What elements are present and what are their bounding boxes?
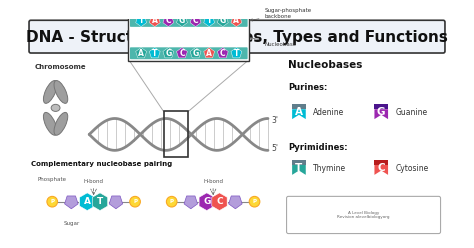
Text: Purines:: Purines:: [288, 83, 328, 92]
Circle shape: [130, 196, 140, 207]
Text: H-bond: H-bond: [203, 179, 223, 184]
FancyBboxPatch shape: [130, 47, 247, 59]
Text: Sugar: Sugar: [63, 221, 80, 226]
Text: A: A: [234, 16, 239, 25]
Text: Sugar-phosphate
backbone: Sugar-phosphate backbone: [250, 8, 311, 21]
Text: T: T: [138, 16, 144, 25]
Text: Guanine: Guanine: [395, 108, 428, 117]
Text: A Level Biology
Revision alevelbiologyorg: A Level Biology Revision alevelbiologyor…: [337, 211, 390, 219]
Text: DNA - Structure, Properties, Types and Functions: DNA - Structure, Properties, Types and F…: [26, 30, 448, 45]
Text: P: P: [50, 199, 54, 204]
FancyBboxPatch shape: [29, 20, 445, 53]
FancyBboxPatch shape: [130, 15, 247, 27]
Text: Nucleobases: Nucleobases: [288, 60, 363, 70]
Text: P: P: [253, 199, 256, 204]
Text: Thymine: Thymine: [313, 164, 346, 173]
Text: H-bond: H-bond: [83, 179, 104, 184]
Text: Nucleobase: Nucleobase: [250, 37, 297, 47]
FancyBboxPatch shape: [128, 13, 249, 61]
Text: Phosphate: Phosphate: [38, 177, 67, 182]
Circle shape: [166, 196, 177, 207]
Bar: [292, 104, 306, 109]
Text: C: C: [179, 49, 185, 58]
Bar: [374, 104, 388, 109]
Ellipse shape: [44, 81, 57, 103]
Text: P: P: [170, 199, 173, 204]
Text: 3': 3': [272, 116, 279, 125]
Circle shape: [249, 196, 260, 207]
Text: G: G: [219, 16, 226, 25]
Text: A: A: [138, 49, 144, 58]
Text: T: T: [152, 49, 157, 58]
FancyBboxPatch shape: [287, 196, 440, 234]
Text: P: P: [133, 199, 137, 204]
Text: T: T: [207, 16, 212, 25]
Ellipse shape: [54, 112, 68, 135]
Text: A: A: [84, 197, 91, 206]
Text: Chromosome: Chromosome: [35, 64, 87, 70]
Text: 5': 5': [272, 144, 279, 153]
Text: T: T: [295, 163, 302, 173]
Text: C: C: [377, 163, 385, 173]
Polygon shape: [374, 165, 388, 175]
Text: Complementary nucleobase pairing: Complementary nucleobase pairing: [31, 161, 172, 167]
Text: G: G: [179, 16, 185, 25]
Bar: [374, 160, 388, 165]
Polygon shape: [292, 165, 306, 175]
Text: T: T: [234, 49, 239, 58]
Text: C: C: [193, 16, 199, 25]
Text: A: A: [206, 49, 212, 58]
Ellipse shape: [51, 104, 60, 111]
Bar: [292, 160, 306, 165]
Text: C: C: [165, 16, 171, 25]
Bar: [164, 111, 188, 157]
Text: G: G: [377, 107, 385, 117]
Ellipse shape: [44, 112, 57, 135]
Text: Pyrimidines:: Pyrimidines:: [288, 143, 348, 152]
Polygon shape: [292, 109, 306, 119]
Text: Cytosine: Cytosine: [395, 164, 428, 173]
Circle shape: [47, 196, 57, 207]
Text: Adenine: Adenine: [313, 108, 344, 117]
Ellipse shape: [54, 81, 68, 103]
Text: G: G: [192, 49, 199, 58]
Text: G: G: [165, 49, 172, 58]
Text: C: C: [216, 197, 223, 206]
Polygon shape: [374, 109, 388, 119]
Text: A: A: [152, 16, 158, 25]
Text: C: C: [220, 49, 226, 58]
Text: T: T: [97, 197, 103, 206]
Text: G: G: [203, 197, 210, 206]
Text: A: A: [295, 107, 303, 117]
